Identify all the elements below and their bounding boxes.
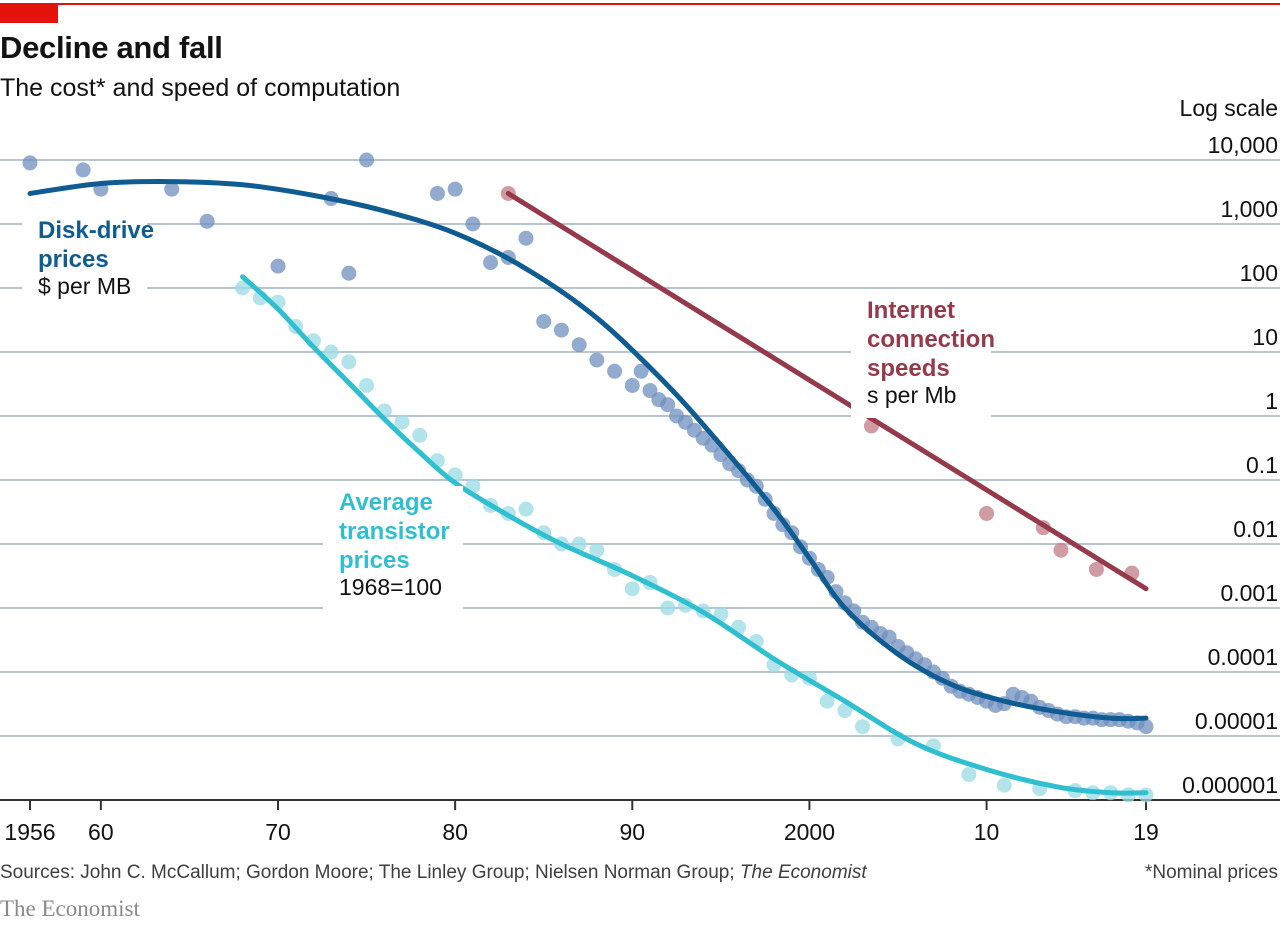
transistor-data-point bbox=[323, 344, 339, 360]
y-tick-label: 0.000001 bbox=[1182, 772, 1278, 798]
disk-data-point bbox=[607, 363, 623, 379]
x-tick-label: 19 bbox=[1133, 819, 1159, 845]
x-tick-label: 10 bbox=[974, 819, 1000, 845]
top-accent-rule bbox=[0, 3, 1280, 5]
y-tick-label: 0.00001 bbox=[1195, 708, 1278, 734]
disk-data-point bbox=[429, 185, 445, 201]
top-accent-tag bbox=[0, 3, 58, 23]
transistor-data-point bbox=[394, 414, 410, 430]
transistor-data-point bbox=[412, 427, 428, 443]
x-tick-label: 60 bbox=[88, 819, 114, 845]
x-tick-label: 2000 bbox=[784, 819, 835, 845]
disk-data-point bbox=[633, 363, 649, 379]
y-tick-label: 10,000 bbox=[1208, 132, 1278, 158]
transistor-data-point bbox=[518, 501, 534, 517]
internet-label-name: connection bbox=[867, 326, 995, 353]
disk-data-point bbox=[881, 629, 897, 645]
transistor-data-point bbox=[624, 581, 640, 597]
internet-data-point bbox=[979, 505, 995, 521]
chart-subtitle: The cost* and speed of computation bbox=[0, 74, 401, 102]
transistor-label-name: prices bbox=[339, 547, 410, 574]
transistor-data-point bbox=[855, 719, 871, 735]
disk-label-name: Disk-drive bbox=[38, 217, 154, 244]
disk-data-point bbox=[341, 265, 357, 281]
x-tick-label: 80 bbox=[442, 819, 468, 845]
disk-trend-line bbox=[27, 179, 1149, 722]
disk-data-point bbox=[660, 397, 676, 413]
trend-lines bbox=[27, 179, 1149, 796]
chart-title: Decline and fall bbox=[0, 30, 223, 65]
transistor-label-backdrop bbox=[323, 486, 463, 610]
y-tick-label: 100 bbox=[1240, 260, 1278, 286]
disk-data-point bbox=[199, 213, 215, 229]
transistor-data-point bbox=[837, 703, 853, 719]
disk-data-point bbox=[447, 181, 463, 197]
x-tick-label: 1956 bbox=[4, 819, 55, 845]
disk-data-point bbox=[553, 322, 569, 338]
internet-data-point bbox=[1053, 542, 1069, 558]
y-tick-label: 0.001 bbox=[1220, 580, 1278, 606]
transistor-data-point bbox=[589, 542, 605, 558]
disk-data-point bbox=[483, 255, 499, 271]
disk-data-point bbox=[589, 352, 605, 368]
transistor-data-point bbox=[341, 354, 357, 370]
disk-data-point bbox=[359, 152, 375, 168]
y-tick-label: 0.0001 bbox=[1208, 644, 1278, 670]
disk-label-name: prices bbox=[38, 246, 109, 273]
transistor-trend-line bbox=[240, 274, 1149, 796]
data-points bbox=[22, 152, 1154, 803]
disk-label-unit: $ per MB bbox=[38, 273, 131, 299]
sources-note: Sources: John C. McCallum; Gordon Moore;… bbox=[0, 862, 867, 884]
transistor-data-point bbox=[961, 767, 977, 783]
transistor-data-point bbox=[359, 377, 375, 393]
transistor-data-point bbox=[235, 280, 251, 296]
log-scale-note: Log scale bbox=[1179, 95, 1278, 121]
transistor-label-name: Average bbox=[339, 489, 433, 516]
disk-data-point bbox=[270, 258, 286, 274]
disk-data-point bbox=[624, 377, 640, 393]
footnote: *Nominal prices bbox=[1144, 862, 1278, 883]
disk-data-point bbox=[75, 162, 91, 178]
disk-data-point bbox=[22, 155, 38, 171]
transistor-data-point bbox=[819, 693, 835, 709]
transistor-label-name: transistor bbox=[339, 518, 450, 545]
y-tick-label: 0.1 bbox=[1246, 452, 1278, 478]
disk-data-point bbox=[536, 313, 552, 329]
publisher-logo: The Economist bbox=[0, 896, 140, 921]
x-tick-label: 90 bbox=[619, 819, 645, 845]
gridlines bbox=[0, 159, 1280, 737]
internet-data-point bbox=[1088, 561, 1104, 577]
internet-trend-line bbox=[505, 190, 1149, 592]
disk-label-backdrop bbox=[22, 214, 147, 309]
sources-text: Sources: John C. McCallum; Gordon Moore;… bbox=[0, 862, 740, 883]
y-tick-label: 10 bbox=[1252, 324, 1278, 350]
internet-label-backdrop bbox=[851, 294, 991, 418]
disk-data-point bbox=[1138, 719, 1154, 735]
y-tick-label: 1,000 bbox=[1220, 196, 1278, 222]
transistor-data-point bbox=[996, 777, 1012, 793]
y-tick-label: 0.01 bbox=[1233, 516, 1278, 542]
transistor-label-unit: 1968=100 bbox=[339, 574, 442, 600]
sources-italic: The Economist bbox=[739, 862, 867, 883]
transistor-data-point bbox=[660, 600, 676, 616]
disk-data-point bbox=[465, 216, 481, 232]
disk-data-point bbox=[518, 230, 534, 246]
disk-data-point bbox=[571, 337, 587, 353]
x-axis: 1956 60 70 80 90 2000 10 19 bbox=[0, 799, 1280, 845]
disk-data-point bbox=[164, 181, 180, 197]
x-tick-label: 70 bbox=[265, 819, 291, 845]
y-tick-label: 1 bbox=[1265, 388, 1278, 414]
y-axis-ticks: 10,000 1,000 100 10 1 0.1 0.01 0.001 0.0001 0.000… bbox=[1182, 132, 1278, 798]
internet-label-name: Internet bbox=[867, 297, 955, 324]
internet-label-name: speeds bbox=[867, 355, 950, 382]
internet-label-unit: s per Mb bbox=[867, 382, 956, 408]
